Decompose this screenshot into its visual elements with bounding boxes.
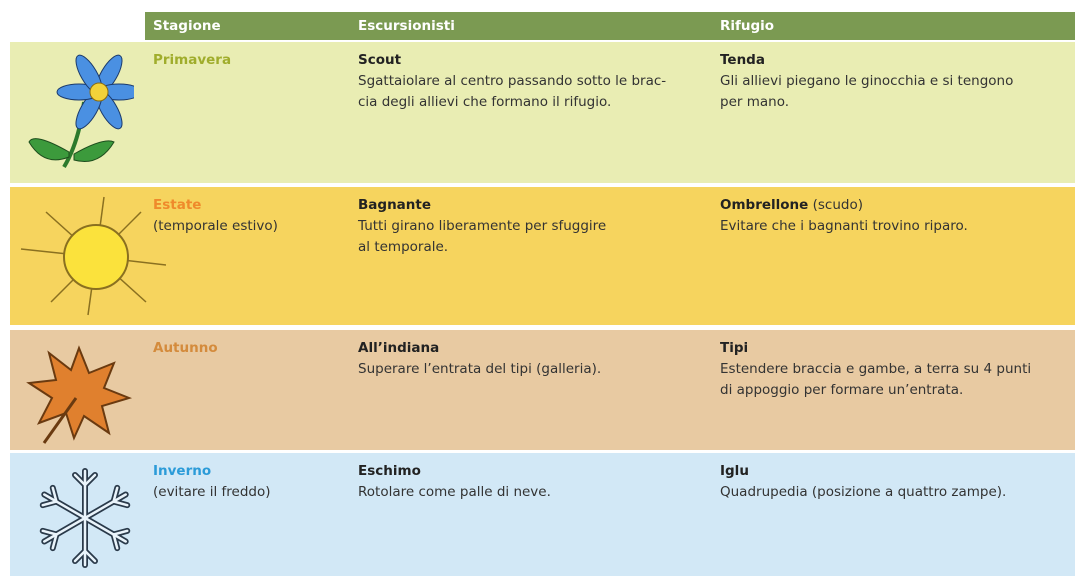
shelter-cell: Tenda Gli allievi piegano le ginocchia e… xyxy=(720,50,1013,113)
text-line: Superare l’entrata del tipi (galleria). xyxy=(358,361,602,377)
hikers-cell: All’indiana Superare l’entrata del tipi … xyxy=(358,338,601,380)
column-header: Escursionisti xyxy=(358,18,455,34)
text-line: cia degli allievi che formano il rifugio… xyxy=(358,94,612,110)
shelter-cell: Ombrellone (scudo) Evitare che i bagnant… xyxy=(720,195,968,237)
shelter-title: Ombrellone xyxy=(720,197,809,213)
text-line: Quadrupedia (posizione a quattro zampe). xyxy=(720,484,1007,500)
text-line: al temporale. xyxy=(358,239,449,255)
text-line: Gli allievi piegano le ginocchia e si te… xyxy=(720,73,1014,89)
season-cell: Inverno (evitare il freddo) xyxy=(153,461,271,503)
sun-icon xyxy=(20,196,166,316)
shelter-title: Iglu xyxy=(720,463,749,479)
text-line: Evitare che i bagnanti trovino riparo. xyxy=(720,218,968,234)
table-row: Autunno All’indiana Superare l’entrata d… xyxy=(10,330,1075,450)
text-line: Estendere braccia e gambe, a terra su 4 … xyxy=(720,361,1032,377)
leaf-icon xyxy=(26,345,133,444)
season-note: (evitare il freddo) xyxy=(153,484,271,500)
shelter-cell: Tipi Estendere braccia e gambe, a terra … xyxy=(720,338,1031,401)
season-name: Estate xyxy=(153,197,202,213)
hikers-title: Scout xyxy=(358,52,402,68)
hikers-cell: Bagnante Tutti girano liberamente per sf… xyxy=(358,195,606,258)
table-row: Primavera Scout Sgattaiolare al centro p… xyxy=(10,42,1075,183)
shelter-note: (scudo) xyxy=(812,197,863,213)
season-cell: Estate (temporale estivo) xyxy=(153,195,278,237)
text-line: di appoggio per formare un’entrata. xyxy=(720,382,964,398)
text-line: per mano. xyxy=(720,94,790,110)
text-line: Rotolare come palle di neve. xyxy=(358,484,551,500)
table-row: Estate (temporale estivo) Bagnante Tutti… xyxy=(10,187,1075,325)
season-name: Primavera xyxy=(153,52,232,68)
table-row: Inverno (evitare il freddo) Eschimo Roto… xyxy=(10,453,1075,576)
text-line: Tutti girano liberamente per sfuggire xyxy=(358,218,607,234)
flower-icon xyxy=(28,54,134,169)
hikers-cell: Eschimo Rotolare come palle di neve. xyxy=(358,461,551,503)
snowflake-icon xyxy=(30,468,140,573)
hikers-title: Bagnante xyxy=(358,197,432,213)
season-name: Autunno xyxy=(153,340,218,356)
header-bar: Stagione Escursionisti Rifugio xyxy=(145,12,1075,40)
season-name: Inverno xyxy=(153,463,212,479)
hikers-cell: Scout Sgattaiolare al centro passando so… xyxy=(358,50,666,113)
season-note: (temporale estivo) xyxy=(153,218,278,234)
shelter-title: Tenda xyxy=(720,52,765,68)
text-line: Sgattaiolare al centro passando sotto le… xyxy=(358,73,667,89)
shelter-title: Tipi xyxy=(720,340,749,356)
hikers-title: All’indiana xyxy=(358,340,440,356)
column-header: Stagione xyxy=(153,18,221,34)
hikers-title: Eschimo xyxy=(358,463,421,479)
column-header: Rifugio xyxy=(720,18,775,34)
shelter-cell: Iglu Quadrupedia (posizione a quattro za… xyxy=(720,461,1006,503)
